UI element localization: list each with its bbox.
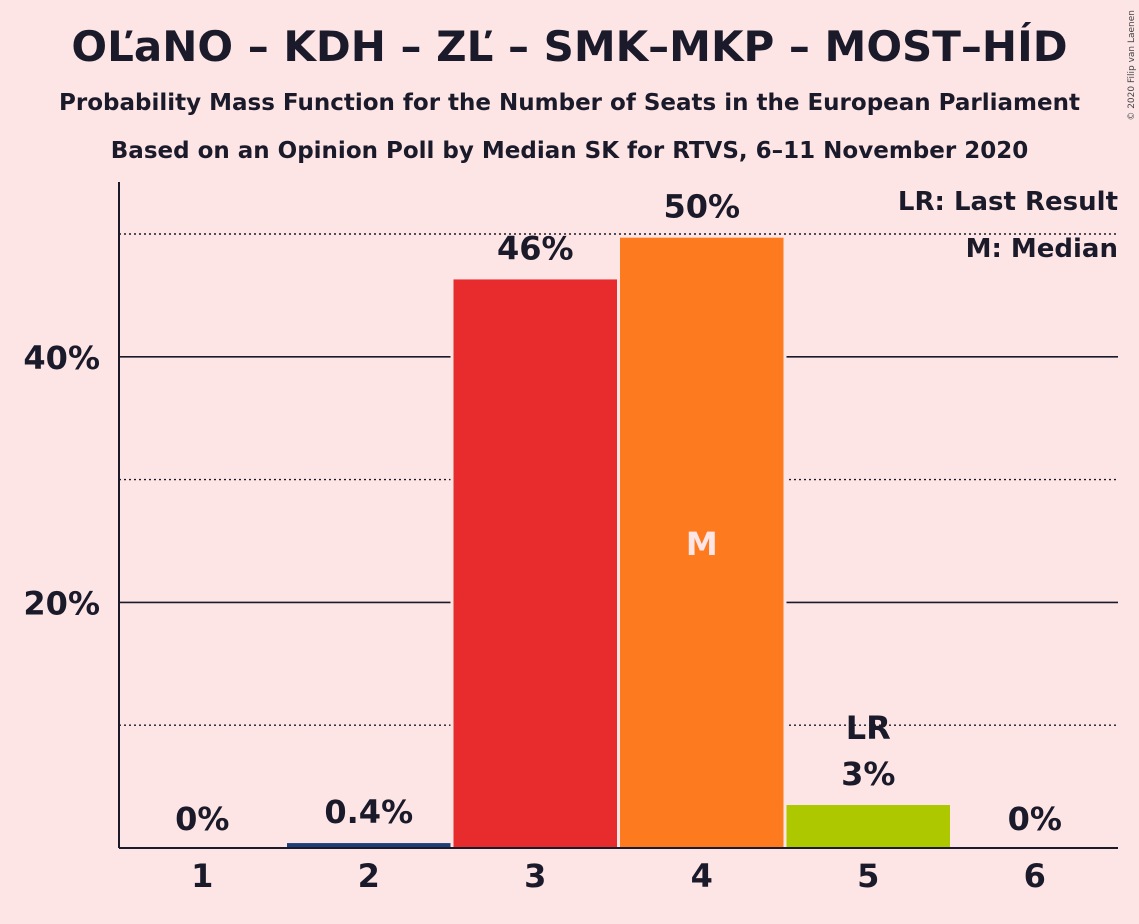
bar-seats-3 — [453, 279, 617, 848]
legend-last-result: LR: Last Result — [898, 187, 1118, 217]
x-tick-label: 1 — [191, 857, 213, 895]
legend-median: M: Median — [966, 234, 1118, 264]
data-label-1: 0% — [175, 800, 229, 838]
data-label-3: 46% — [497, 229, 574, 267]
data-label-5: 3% — [841, 755, 895, 793]
data-label-6: 0% — [1008, 800, 1062, 838]
axes: 20% 40% 1 2 3 4 5 6 — [23, 182, 1118, 895]
bar-seats-5 — [786, 805, 950, 848]
x-tick-label: 3 — [524, 857, 546, 895]
last-result-marker: LR — [846, 709, 891, 747]
median-marker: M — [686, 525, 718, 563]
x-tick-label: 4 — [691, 857, 713, 895]
y-tick-label: 20% — [23, 584, 100, 622]
chart-subtitle-source: Based on an Opinion Poll by Median SK fo… — [110, 138, 1029, 164]
bars — [284, 235, 953, 848]
data-label-2: 0.4% — [324, 793, 413, 831]
chart-subtitle: Probability Mass Function for the Number… — [59, 90, 1080, 116]
data-label-4: 50% — [663, 188, 740, 226]
chart-title: OĽaNO – KDH – ZĽ – SMK–MKP – MOST–HÍD — [71, 22, 1068, 71]
x-tick-label: 2 — [358, 857, 380, 895]
y-tick-label: 40% — [23, 339, 100, 377]
data-labels: 0% 0.4% 46% 50% M 3% LR 0% — [175, 188, 1062, 838]
bar-seats-4 — [620, 237, 784, 848]
x-tick-label: 6 — [1024, 857, 1046, 895]
bar-seats-2 — [287, 843, 451, 848]
x-tick-label: 5 — [857, 857, 879, 895]
